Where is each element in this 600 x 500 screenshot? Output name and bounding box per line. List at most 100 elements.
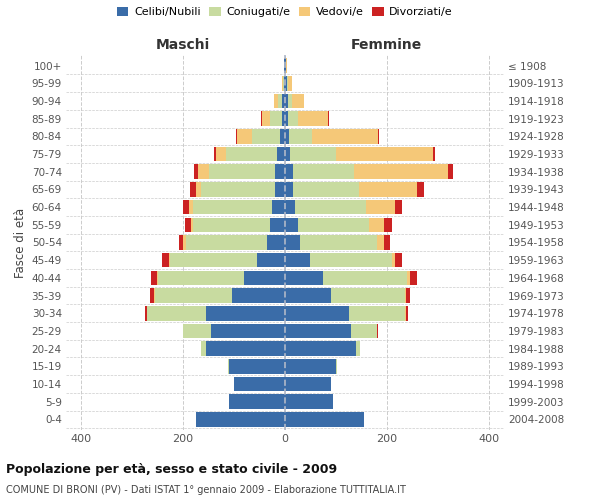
Bar xyxy=(157,270,158,285)
Bar xyxy=(236,129,252,144)
Bar xyxy=(323,270,407,285)
Bar xyxy=(285,270,323,285)
Bar xyxy=(229,394,285,409)
Bar xyxy=(336,359,337,374)
Bar xyxy=(292,94,304,108)
Bar xyxy=(206,306,285,320)
Bar xyxy=(158,270,244,285)
Bar xyxy=(418,182,424,196)
Bar xyxy=(262,112,270,126)
Bar xyxy=(298,112,328,126)
Bar xyxy=(191,218,193,232)
Bar xyxy=(407,270,410,285)
Bar xyxy=(285,112,287,126)
Bar xyxy=(277,147,285,162)
Bar xyxy=(270,112,283,126)
Bar xyxy=(155,288,232,303)
Bar xyxy=(226,147,277,162)
Bar xyxy=(234,377,285,392)
Bar xyxy=(293,164,354,179)
Bar xyxy=(285,412,364,426)
Bar xyxy=(244,270,285,285)
Bar xyxy=(274,94,278,108)
Bar xyxy=(406,288,410,303)
Bar xyxy=(183,200,189,214)
Bar xyxy=(261,112,262,126)
Text: Femmine: Femmine xyxy=(351,38,422,52)
Bar xyxy=(287,112,298,126)
Bar xyxy=(148,306,206,320)
Bar xyxy=(272,200,285,214)
Bar xyxy=(179,235,183,250)
Bar xyxy=(209,164,275,179)
Bar xyxy=(298,218,369,232)
Bar xyxy=(270,218,285,232)
Bar xyxy=(349,306,404,320)
Bar xyxy=(286,58,287,73)
Bar xyxy=(285,288,331,303)
Bar xyxy=(196,182,201,196)
Bar xyxy=(285,218,298,232)
Bar xyxy=(285,200,295,214)
Bar xyxy=(354,164,448,179)
Bar xyxy=(404,288,406,303)
Bar xyxy=(285,306,349,320)
Bar xyxy=(211,324,285,338)
Bar xyxy=(285,359,336,374)
Bar xyxy=(228,359,229,374)
Bar xyxy=(285,253,310,268)
Bar xyxy=(199,164,209,179)
Bar xyxy=(410,270,418,285)
Bar xyxy=(287,94,292,108)
Bar xyxy=(356,342,361,356)
Bar xyxy=(283,112,285,126)
Bar xyxy=(170,253,257,268)
Bar xyxy=(201,182,275,196)
Bar xyxy=(206,342,285,356)
Text: COMUNE DI BRONI (PV) - Dati ISTAT 1° gennaio 2009 - Elaborazione TUTTITALIA.IT: COMUNE DI BRONI (PV) - Dati ISTAT 1° gen… xyxy=(6,485,406,495)
Bar xyxy=(169,253,170,268)
Bar xyxy=(395,253,402,268)
Bar xyxy=(367,200,395,214)
Bar xyxy=(359,182,418,196)
Bar xyxy=(293,182,359,196)
Text: Maschi: Maschi xyxy=(156,38,210,52)
Bar xyxy=(433,147,435,162)
Bar xyxy=(406,306,408,320)
Bar xyxy=(185,235,267,250)
Bar xyxy=(404,306,406,320)
Bar xyxy=(285,94,287,108)
Bar xyxy=(312,129,378,144)
Bar xyxy=(285,377,331,392)
Bar xyxy=(285,235,300,250)
Bar xyxy=(300,235,377,250)
Bar xyxy=(310,253,392,268)
Bar xyxy=(336,147,433,162)
Bar xyxy=(183,235,185,250)
Bar xyxy=(193,200,272,214)
Bar xyxy=(285,394,334,409)
Bar xyxy=(285,147,290,162)
Bar xyxy=(385,218,392,232)
Bar xyxy=(193,218,270,232)
Bar xyxy=(287,76,292,90)
Bar xyxy=(214,147,216,162)
Bar xyxy=(448,164,453,179)
Bar xyxy=(229,359,285,374)
Bar xyxy=(290,147,336,162)
Bar xyxy=(190,182,196,196)
Bar xyxy=(151,270,157,285)
Bar xyxy=(162,253,169,268)
Bar xyxy=(285,164,293,179)
Bar xyxy=(185,218,191,232)
Bar xyxy=(189,200,193,214)
Bar xyxy=(289,129,312,144)
Bar xyxy=(385,235,391,250)
Bar xyxy=(194,164,199,179)
Bar xyxy=(232,288,285,303)
Bar xyxy=(275,164,285,179)
Bar xyxy=(267,235,285,250)
Bar xyxy=(392,253,395,268)
Bar xyxy=(201,342,206,356)
Bar xyxy=(257,253,285,268)
